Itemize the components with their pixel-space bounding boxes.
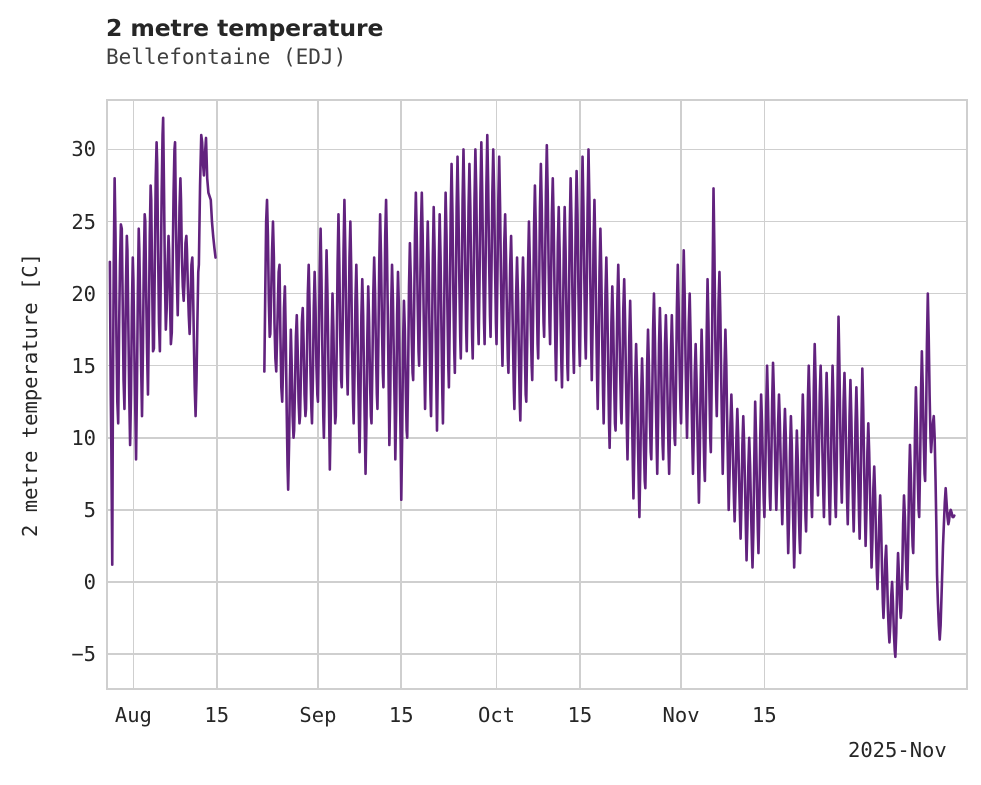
y-tick-label: 25 — [71, 209, 96, 234]
temperature-series — [108, 116, 956, 659]
gridline-horizontal — [106, 148, 968, 151]
gridline-horizontal — [106, 581, 968, 583]
x-tick-label: 15 — [567, 703, 593, 727]
x-tick-label: Oct — [478, 703, 516, 727]
x-tick-label: 15 — [204, 703, 230, 727]
gridline-vertical — [763, 99, 766, 690]
y-tick-label: −5 — [71, 641, 96, 666]
gridline-vertical — [132, 99, 135, 690]
x-tick-label: 15 — [388, 703, 414, 727]
x-tick-label: Aug — [114, 703, 152, 727]
y-tick-label: 5 — [83, 497, 96, 522]
gridline-horizontal — [106, 653, 968, 655]
gridline-horizontal — [106, 364, 968, 367]
y-axis-tick-labels: −5 0 5 10 15 20 25 30 — [16, 99, 96, 690]
y-tick-label: 0 — [83, 569, 96, 594]
x-axis-corner-label: 2025-Nov — [848, 738, 947, 762]
title-block: 2 metre temperature Bellefontaine (EDJ) — [106, 14, 806, 71]
y-tick-label: 10 — [71, 425, 96, 450]
y-tick-label: 15 — [71, 353, 96, 378]
gridline-vertical — [495, 99, 498, 690]
gridline-horizontal — [106, 436, 968, 439]
gridline-vertical — [579, 99, 581, 690]
y-tick-label: 30 — [71, 137, 96, 162]
x-tick-label: 15 — [752, 703, 777, 727]
gridline-vertical — [215, 99, 218, 690]
gridline-horizontal — [106, 220, 968, 223]
gridline-horizontal — [106, 509, 968, 511]
y-tick-label: 20 — [71, 281, 96, 306]
temperature-line — [108, 116, 956, 659]
plot-area — [106, 99, 968, 690]
x-tick-label: Sep — [299, 703, 337, 727]
x-tick-label: Nov — [662, 703, 700, 727]
page-title: 2 metre temperature — [106, 14, 384, 42]
chart-subtitle: Bellefontaine (EDJ) — [106, 45, 347, 69]
x-axis-tick-labels: Aug 15 Sep 15 Oct 15 Nov 15 — [106, 703, 968, 733]
